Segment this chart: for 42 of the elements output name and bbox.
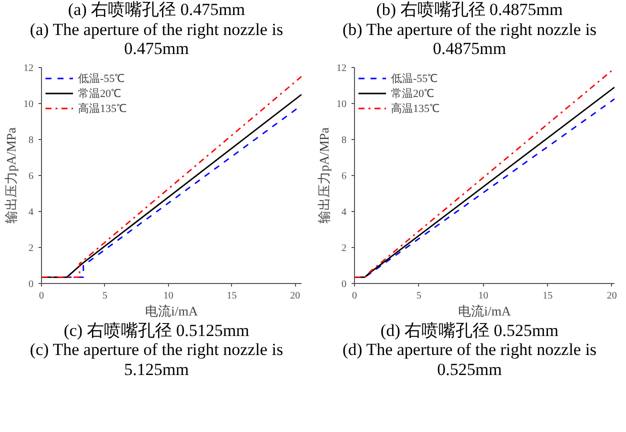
x-tick-label: 0 (352, 290, 357, 302)
y-tick-label: 10 (336, 98, 346, 110)
legend-label: 低温-55℃ (78, 72, 125, 86)
y-tick-label: 8 (28, 134, 34, 146)
legend-label: 常温20℃ (78, 86, 121, 101)
text: (c) The aperture of the right nozzle is 5.125mm (28, 340, 284, 380)
text: (c) 右喷嘴孔径 0.5125mm (62, 320, 250, 340)
x-tick-label: 15 (542, 290, 553, 302)
text: (a) The aperture of the right nozzle is 0.475mm (28, 20, 284, 59)
y-tick-label: 10 (24, 98, 34, 110)
y-tick-label: 2 (28, 242, 34, 254)
legend-label: 低温-55℃ (391, 72, 438, 86)
y-tick-label: 0 (342, 278, 346, 290)
y-tick-label: 0 (28, 278, 34, 290)
y-tick-label: 4 (28, 206, 34, 218)
x-tick-label: 15 (226, 290, 237, 302)
x-axis-title: 电流i/mA (145, 303, 198, 318)
y-axis-title: 输出压力pA/MPa (316, 126, 332, 224)
x-tick-label: 0 (39, 290, 44, 302)
legend-label: 高温135℃ (78, 102, 126, 116)
x-tick-label: 5 (102, 290, 108, 302)
legend-label: 常温20℃ (391, 86, 434, 101)
x-tick-label: 20 (290, 290, 300, 302)
y-tick-label: 4 (342, 206, 346, 218)
y-tick-label: 8 (342, 134, 346, 146)
text: (b) 右喷嘴孔径 0.4875mm (375, 0, 564, 20)
text: (d) 右喷嘴孔径 0.525mm (379, 320, 560, 340)
y-tick-label: 12 (336, 62, 346, 74)
y-tick-label: 2 (342, 242, 346, 254)
text: (b) The aperture of the right nozzle is 0.4875mm (341, 20, 598, 59)
y-axis-title: 输出压力pA/MPa (4, 126, 18, 224)
x-tick-label: 10 (478, 290, 488, 302)
x-tick-label: 10 (163, 290, 174, 302)
x-axis-title: 电流i/mA (458, 303, 512, 318)
y-tick-label: 6 (28, 170, 34, 182)
y-tick-label: 12 (24, 62, 34, 74)
x-tick-label: 20 (606, 290, 617, 302)
legend-label: 高温135℃ (391, 102, 440, 116)
y-tick-label: 6 (342, 170, 346, 182)
x-tick-label: 5 (416, 290, 422, 302)
text: (d) The aperture of the right nozzle is 0.525mm (341, 340, 598, 380)
text: (a) 右喷嘴孔径 0.475mm (66, 0, 246, 20)
